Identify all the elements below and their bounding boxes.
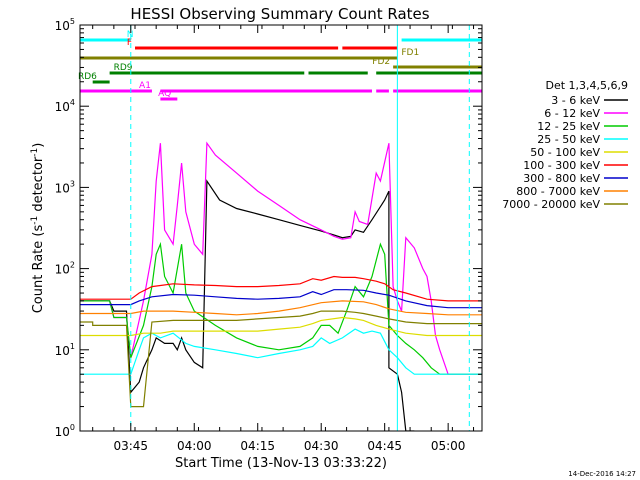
y-tick-label-3: 103 [55, 179, 75, 195]
y-tick-label-2: 102 [55, 261, 75, 277]
series-5-line [80, 275, 482, 302]
legend-title: Det 1,3,4,5,6,9 [545, 79, 628, 92]
series-2-line [80, 241, 482, 375]
series-7-line [80, 300, 482, 316]
flag-label-aq: AQ [158, 89, 171, 99]
x-tick-label-0: 03:45 [113, 439, 148, 453]
legend-label-4: 50 - 100 keV [530, 146, 600, 159]
series-1-line [80, 141, 482, 375]
flag-label-rd6: RD6 [78, 72, 97, 82]
flag-label-n: N [127, 30, 134, 40]
legend-label-3: 25 - 50 keV [537, 133, 600, 146]
y-tick-label-4: 104 [55, 98, 75, 114]
footer-date: 14-Dec-2016 14:27 [568, 470, 636, 478]
legend-label-1: 6 - 12 keV [544, 107, 600, 120]
series-6-line [80, 289, 482, 309]
x-tick-label-4: 04:45 [367, 439, 402, 453]
legend-label-2: 12 - 25 keV [537, 120, 600, 133]
legend-label-8: 7000 - 20000 keV [502, 198, 600, 211]
flag-label-fd2: FD2 [372, 57, 390, 67]
flag-label-fd1: FD1 [401, 48, 419, 58]
x-tick-label-1: 04:00 [177, 439, 212, 453]
y-tick-label-1: 101 [55, 342, 75, 358]
legend-label-6: 300 - 800 keV [523, 172, 600, 185]
legend-label-5: 100 - 300 keV [523, 159, 600, 172]
series-lines [80, 25, 482, 431]
y-axis: 100 101 102 103 104 105 [55, 17, 482, 439]
x-tick-label-3: 04:30 [304, 439, 339, 453]
y-axis-label: Count Rate (s-1 detector-1) [30, 143, 46, 314]
flag-bars: NF FD1 FD2 RD9 RD6 A1 AQ [78, 30, 482, 101]
series-8-line [80, 310, 482, 408]
chart-title: HESSI Observing Summary Count Rates [130, 5, 429, 23]
plot-frame [79, 24, 483, 432]
series-4-line [80, 316, 482, 337]
flag-label-rd9: RD9 [114, 63, 133, 73]
x-tick-label-2: 04:15 [240, 439, 275, 453]
y-tick-label-0: 100 [55, 423, 75, 439]
flag-label-f: F [127, 38, 132, 48]
x-axis-label: Start Time (13-Nov-13 03:33:22) [175, 456, 387, 471]
x-tick-label-5: 05:00 [431, 439, 466, 453]
legend-label-0: 3 - 6 keV [551, 94, 600, 107]
x-axis: 03:45 04:00 04:15 04:30 04:45 05:00 [92, 25, 475, 453]
legend-label-7: 800 - 7000 keV [516, 185, 600, 198]
y-tick-label-5: 105 [55, 17, 75, 33]
flag-label-a1: A1 [139, 81, 151, 91]
series-3-line [80, 328, 482, 375]
series-0-line [80, 179, 415, 431]
